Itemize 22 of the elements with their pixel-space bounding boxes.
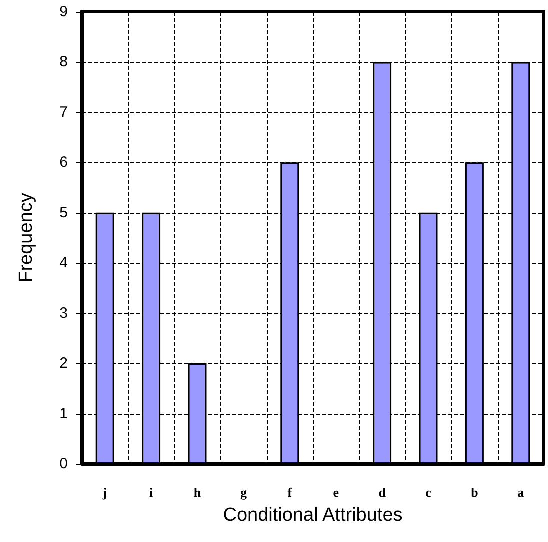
- y-tick-label: 5: [60, 204, 68, 222]
- x-tick-label: a: [518, 485, 525, 500]
- x-tick-label: e: [333, 485, 340, 500]
- y-axis-title: Frequency: [16, 192, 37, 283]
- x-tick-label: b: [471, 485, 478, 500]
- x-tick-label: f: [288, 485, 293, 500]
- y-tick-label: 9: [60, 4, 68, 20]
- y-tick-label: 7: [60, 104, 68, 121]
- y-tick-label: 0: [60, 456, 68, 472]
- y-tick-label: 3: [60, 304, 68, 322]
- y-tick-label: 1: [60, 405, 68, 422]
- x-tick-label: j: [102, 485, 108, 500]
- x-tick-label: c: [426, 485, 432, 500]
- x-axis-title: Conditional Attributes: [223, 505, 403, 526]
- y-tick-label: 2: [60, 355, 68, 372]
- x-tick-label: i: [149, 485, 154, 500]
- y-tick-label: 8: [60, 54, 68, 71]
- x-tick-label: d: [378, 485, 387, 500]
- x-tick-label: h: [194, 485, 202, 500]
- y-tick-label: 6: [60, 154, 68, 172]
- y-tick-label: 4: [60, 254, 68, 272]
- x-tick-label: g: [240, 485, 248, 500]
